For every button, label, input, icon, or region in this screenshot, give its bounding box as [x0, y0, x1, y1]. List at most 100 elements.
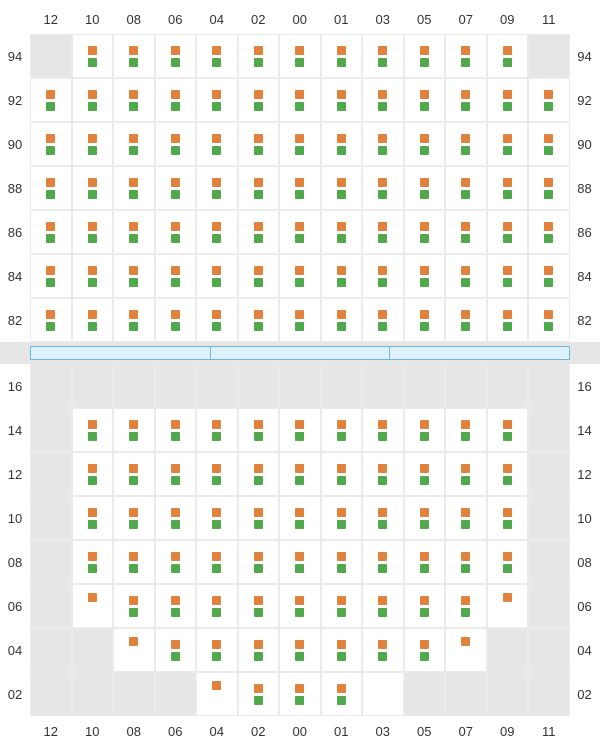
seat-cell[interactable] [321, 540, 363, 584]
seat-cell[interactable] [487, 254, 529, 298]
seat-cell[interactable] [487, 210, 529, 254]
seat-cell[interactable] [238, 496, 280, 540]
seat-cell[interactable] [362, 628, 404, 672]
seat-cell[interactable] [487, 78, 529, 122]
seat-cell[interactable] [196, 210, 238, 254]
seat-cell[interactable] [404, 540, 446, 584]
seat-cell[interactable] [445, 628, 487, 672]
seat-cell[interactable] [362, 452, 404, 496]
seat-cell[interactable] [155, 540, 197, 584]
seat-cell[interactable] [321, 166, 363, 210]
seat-cell[interactable] [404, 298, 446, 342]
seat-cell[interactable] [321, 408, 363, 452]
seat-cell[interactable] [196, 78, 238, 122]
seat-cell[interactable] [113, 298, 155, 342]
seat-cell[interactable] [445, 584, 487, 628]
seat-cell[interactable] [487, 122, 529, 166]
seat-cell[interactable] [487, 540, 529, 584]
seat-cell[interactable] [445, 452, 487, 496]
seat-cell[interactable] [321, 122, 363, 166]
seat-cell[interactable] [487, 408, 529, 452]
seat-cell[interactable] [155, 584, 197, 628]
seat-cell[interactable] [72, 122, 114, 166]
seat-cell[interactable] [238, 122, 280, 166]
seat-cell[interactable] [321, 78, 363, 122]
seat-cell[interactable] [487, 298, 529, 342]
seat-cell[interactable] [113, 34, 155, 78]
seat-cell[interactable] [404, 628, 446, 672]
seat-cell[interactable] [238, 584, 280, 628]
seat-cell[interactable] [279, 78, 321, 122]
seat-cell[interactable] [155, 496, 197, 540]
seat-cell[interactable] [113, 254, 155, 298]
seat-cell[interactable] [238, 34, 280, 78]
seat-cell[interactable] [279, 628, 321, 672]
seat-cell[interactable] [72, 254, 114, 298]
seat-cell[interactable] [321, 254, 363, 298]
seat-cell[interactable] [113, 540, 155, 584]
seat-cell[interactable] [404, 34, 446, 78]
seat-cell[interactable] [196, 452, 238, 496]
seat-cell[interactable] [445, 210, 487, 254]
seat-cell[interactable] [362, 540, 404, 584]
seat-cell[interactable] [196, 254, 238, 298]
seat-cell[interactable] [113, 408, 155, 452]
seat-cell[interactable] [404, 408, 446, 452]
seat-cell[interactable] [445, 540, 487, 584]
seat-cell[interactable] [155, 298, 197, 342]
seat-cell[interactable] [155, 122, 197, 166]
seat-cell[interactable] [196, 122, 238, 166]
seat-cell[interactable] [445, 166, 487, 210]
seat-cell[interactable] [72, 78, 114, 122]
seat-cell[interactable] [196, 584, 238, 628]
seat-cell[interactable] [30, 298, 72, 342]
seat-cell[interactable] [279, 210, 321, 254]
seat-cell[interactable] [362, 672, 404, 716]
seat-cell[interactable] [404, 122, 446, 166]
seat-cell[interactable] [72, 34, 114, 78]
seat-cell[interactable] [362, 254, 404, 298]
seat-cell[interactable] [238, 78, 280, 122]
seat-cell[interactable] [238, 298, 280, 342]
seat-cell[interactable] [362, 122, 404, 166]
seat-cell[interactable] [445, 496, 487, 540]
seat-cell[interactable] [72, 408, 114, 452]
seat-cell[interactable] [155, 452, 197, 496]
seat-cell[interactable] [279, 34, 321, 78]
seat-cell[interactable] [72, 166, 114, 210]
seat-cell[interactable] [279, 540, 321, 584]
seat-cell[interactable] [404, 452, 446, 496]
seat-cell[interactable] [445, 254, 487, 298]
seat-cell[interactable] [321, 496, 363, 540]
seat-cell[interactable] [321, 628, 363, 672]
seat-cell[interactable] [362, 34, 404, 78]
seat-cell[interactable] [362, 210, 404, 254]
seat-cell[interactable] [113, 122, 155, 166]
seat-cell[interactable] [279, 496, 321, 540]
seat-cell[interactable] [528, 298, 570, 342]
seat-cell[interactable] [404, 496, 446, 540]
seat-cell[interactable] [196, 408, 238, 452]
seat-cell[interactable] [238, 628, 280, 672]
seat-cell[interactable] [30, 78, 72, 122]
seat-cell[interactable] [113, 496, 155, 540]
seat-cell[interactable] [72, 496, 114, 540]
seat-cell[interactable] [487, 496, 529, 540]
seat-cell[interactable] [362, 166, 404, 210]
seat-cell[interactable] [238, 672, 280, 716]
seat-cell[interactable] [196, 628, 238, 672]
seat-cell[interactable] [321, 452, 363, 496]
seat-cell[interactable] [155, 408, 197, 452]
seat-cell[interactable] [72, 584, 114, 628]
seat-cell[interactable] [279, 672, 321, 716]
seat-cell[interactable] [196, 540, 238, 584]
seat-cell[interactable] [487, 166, 529, 210]
seat-cell[interactable] [72, 298, 114, 342]
seat-cell[interactable] [238, 452, 280, 496]
seat-cell[interactable] [155, 166, 197, 210]
seat-cell[interactable] [445, 408, 487, 452]
seat-cell[interactable] [113, 78, 155, 122]
seat-cell[interactable] [321, 298, 363, 342]
seat-cell[interactable] [445, 34, 487, 78]
seat-cell[interactable] [445, 122, 487, 166]
